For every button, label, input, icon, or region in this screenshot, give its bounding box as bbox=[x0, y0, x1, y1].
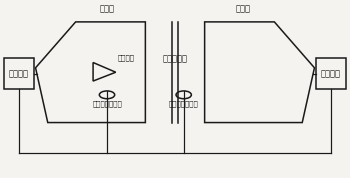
Text: 残響室: 残響室 bbox=[99, 4, 114, 13]
Text: マイクロフォン: マイクロフォン bbox=[92, 100, 122, 107]
Text: 音源装置: 音源装置 bbox=[9, 69, 29, 78]
Text: スピーカ: スピーカ bbox=[118, 54, 134, 61]
Text: 残響室: 残響室 bbox=[236, 4, 251, 13]
Text: 試料取付部: 試料取付部 bbox=[162, 54, 188, 64]
Text: 受音装置: 受音装置 bbox=[321, 69, 341, 78]
Text: マイクロフォン: マイクロフォン bbox=[169, 100, 198, 107]
